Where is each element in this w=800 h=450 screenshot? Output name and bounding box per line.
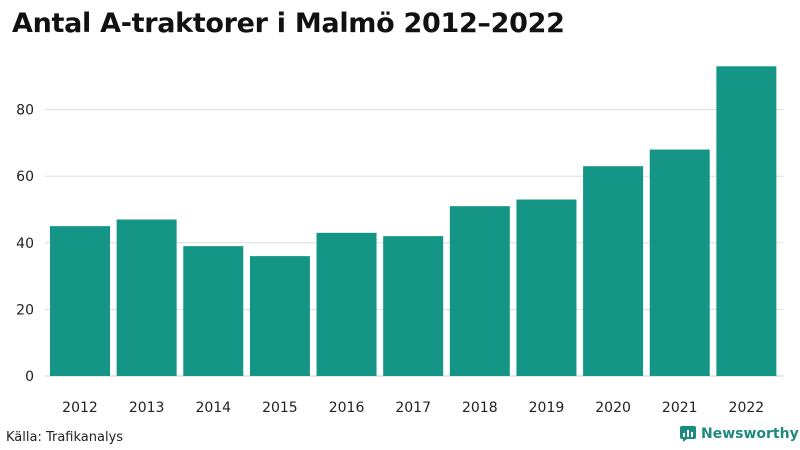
bar-2019 — [516, 199, 577, 376]
y-axis-ticks: 0 20 40 60 80 — [16, 103, 34, 385]
source-note: Källa: Trafikanalys — [6, 430, 124, 445]
chart-title: Antal A-traktorer i Malmö 2012–2022 — [12, 8, 565, 39]
bar-2020 — [583, 166, 644, 376]
brand-name: Newsworthy — [701, 426, 799, 442]
bar-2016 — [316, 232, 377, 376]
x-tick-label: 2013 — [129, 400, 165, 416]
x-tick-label: 2019 — [529, 400, 565, 416]
x-tick-label: 2012 — [62, 400, 98, 416]
bar-2017 — [383, 236, 444, 376]
x-tick-label: 2017 — [395, 400, 431, 416]
bar-2018 — [449, 206, 510, 376]
bar-2014 — [183, 246, 244, 376]
brand-logo: Newsworthy — [680, 426, 799, 442]
bars — [50, 66, 777, 376]
newsworthy-logo-icon — [680, 426, 696, 442]
x-tick-label: 2022 — [729, 400, 765, 416]
x-tick-label: 2021 — [662, 400, 698, 416]
x-tick-label: 2016 — [329, 400, 365, 416]
y-tick-label: 60 — [16, 169, 34, 185]
y-tick-label: 20 — [16, 302, 34, 318]
x-tick-label: 2020 — [595, 400, 631, 416]
bar-2013 — [116, 219, 177, 376]
x-tick-label: 2018 — [462, 400, 498, 416]
bar-2021 — [649, 149, 710, 376]
x-tick-label: 2015 — [262, 400, 298, 416]
y-tick-label: 80 — [16, 103, 34, 119]
x-tick-label: 2014 — [195, 400, 231, 416]
y-tick-label: 0 — [25, 369, 34, 385]
bar-2022 — [716, 66, 777, 376]
bar-2015 — [249, 256, 310, 376]
y-tick-label: 40 — [16, 236, 34, 252]
bar-2012 — [50, 226, 110, 376]
x-axis-ticks: 2012 2013 2014 2015 2016 2017 2018 2019 2020 2021… — [62, 400, 764, 416]
